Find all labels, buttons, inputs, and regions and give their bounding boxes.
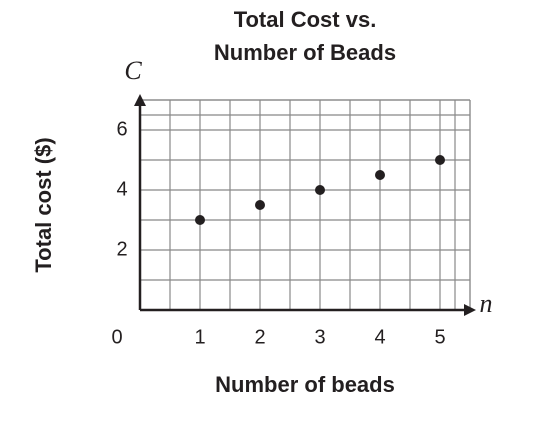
x-axis-label: Number of beads — [215, 372, 395, 397]
chart-title: Total Cost vs. — [234, 7, 377, 32]
x-tick-label: 5 — [434, 326, 445, 348]
x-tick-label: 2 — [254, 326, 265, 348]
x-tick-label: 0 — [111, 326, 122, 348]
x-tick-label: 3 — [314, 326, 325, 348]
y-axis-arrow — [134, 94, 146, 106]
x-variable: n — [480, 289, 493, 318]
data-point — [255, 200, 265, 210]
y-tick-label: 4 — [116, 178, 127, 200]
data-point — [375, 170, 385, 180]
data-point — [195, 215, 205, 225]
x-tick-label: 1 — [194, 326, 205, 348]
y-tick-label: 2 — [116, 238, 127, 260]
data-point — [435, 155, 445, 165]
data-point — [315, 185, 325, 195]
x-axis-arrow — [464, 304, 476, 316]
y-tick-label: 6 — [116, 118, 127, 140]
x-tick-label: 4 — [374, 326, 385, 348]
y-variable: C — [124, 56, 142, 85]
chart-subtitle: Number of Beads — [214, 40, 396, 65]
y-axis-label: Total cost ($) — [31, 137, 56, 272]
